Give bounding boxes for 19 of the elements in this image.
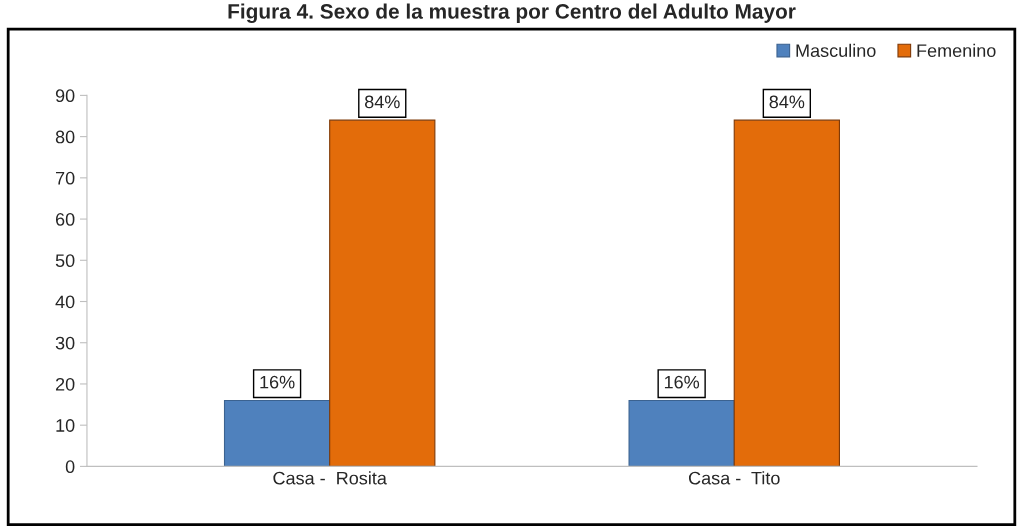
y-tick-label: 0 [65,460,75,474]
legend-label: Femenino [917,43,996,58]
data-label: 16% [664,375,700,389]
y-tick-label: 40 [55,295,75,309]
y-tick-label: 90 [55,89,75,103]
y-tick-label: 10 [56,419,75,432]
y-tick-label: 80 [55,130,75,144]
y-tick-label: 50 [55,254,75,268]
x-tick-label: Casa - Tito [689,471,780,485]
chart-title: Figura 4. Sexo de la muestra por Centro del Adulto Mayor [228,3,796,24]
y-tick-label: 70 [55,171,75,185]
data-label: 84% [769,95,805,109]
y-tick-label: 20 [55,377,75,391]
legend-label: Masculino [796,43,876,58]
x-tick-label: Casa - Rosita [273,471,387,485]
y-tick-label: 60 [55,213,75,226]
data-label: 84% [364,95,400,109]
data-label: 16% [260,375,295,389]
y-tick-label: 30 [55,336,75,350]
